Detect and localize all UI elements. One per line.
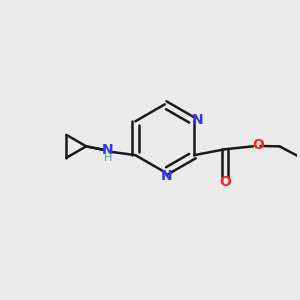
Text: N: N — [160, 169, 172, 183]
Text: N: N — [102, 143, 114, 158]
Text: O: O — [219, 175, 231, 189]
Text: N: N — [192, 113, 203, 127]
Text: H: H — [104, 153, 112, 163]
Text: O: O — [252, 138, 264, 152]
